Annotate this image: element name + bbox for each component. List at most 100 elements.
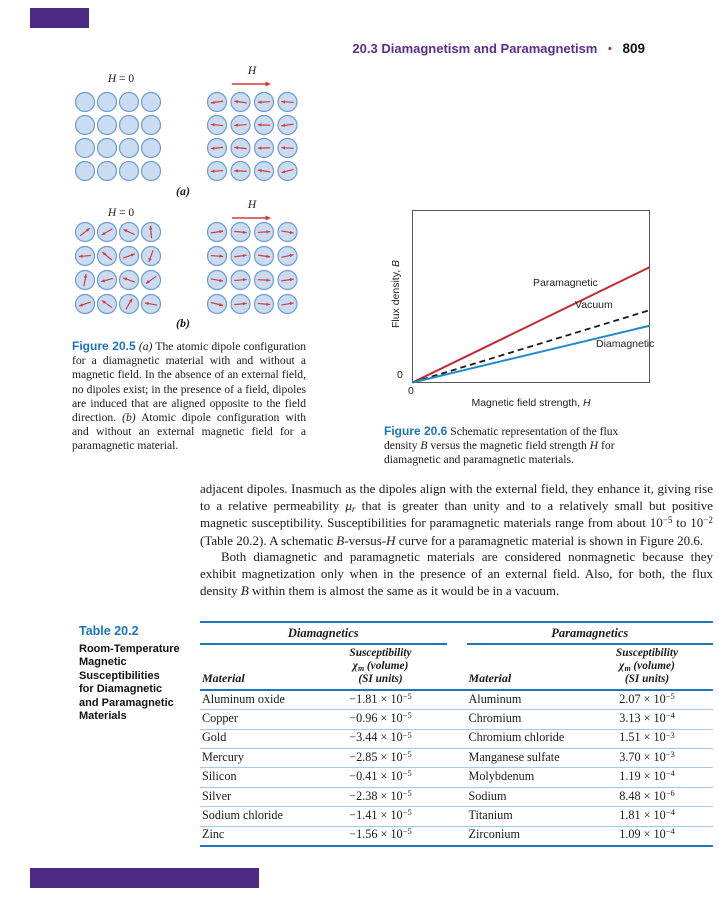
- susceptibility-cell: −3.44 × 10−5: [349, 729, 412, 745]
- figure-20-5: H = 0 H (a) H = 0 H (b): [55, 62, 400, 342]
- susceptibility-cell: 1.51 × 10−3: [619, 729, 675, 745]
- dipole-grid-diamagnetic-no-field: [74, 91, 162, 182]
- b-versus-h-plot: [412, 210, 650, 384]
- table-row: Mercury −2.85 × 10−5 Manganese sulfate 3.70…: [200, 747, 713, 767]
- table-row: Sodium chloride −1.41 × 10−5 Titanium 1.81 …: [200, 806, 713, 825]
- dipole-grid-paramagnetic-field: [206, 221, 298, 315]
- field-direction-arrow-icon: [232, 81, 271, 87]
- material-cell: Molybdenum: [468, 769, 535, 784]
- susceptibility-cell: −2.38 × 10−5: [349, 787, 412, 803]
- dipole-grid-paramagnetic-no-field: [74, 221, 162, 315]
- paragraph: adjacent dipoles. Inasmuch as the dipole…: [200, 481, 713, 548]
- table-body: Aluminum oxide −1.81 × 10−5 Aluminum 2.07 ×…: [200, 691, 713, 845]
- table-sidebar-title: Room-Temperature Magnetic Susceptibilities…: [79, 643, 199, 723]
- material-cell: Manganese sulfate: [468, 749, 560, 764]
- group-header-paramagnetics: Paramagnetics: [466, 623, 713, 645]
- paragraph: Both diamagnetic and paramagnetic materi…: [200, 549, 713, 598]
- table-sidebar-line: for Diamagnetic: [79, 683, 163, 696]
- plot-frame: [412, 210, 650, 383]
- material-cell: Copper: [202, 710, 238, 725]
- susceptibility-cell: 2.07 × 10−5: [619, 690, 675, 706]
- field-label-a: H: [247, 65, 257, 77]
- table-column-header-row: Material Susceptibility χm (volume) (SI un…: [200, 645, 713, 691]
- atom-circle: [118, 91, 140, 113]
- table-row: Gold −3.44 × 10−5 Chromium chloride 1.51 × …: [200, 728, 713, 748]
- series-label-paramagnetic: Paramagnetic: [533, 277, 598, 289]
- field-label-b: H: [247, 199, 257, 211]
- series-line-paramagnetic: [412, 266, 650, 384]
- dipole-grid-diamagnetic-field: [206, 91, 298, 182]
- atom-circle: [74, 91, 96, 113]
- page-number: 809: [622, 41, 645, 56]
- material-cell: Gold: [202, 730, 227, 745]
- table-row: Aluminum oxide −1.81 × 10−5 Aluminum 2.07 ×…: [200, 691, 713, 709]
- material-column-header: Material: [468, 670, 512, 685]
- susceptibility-column-header: Susceptibility χm (volume) (SI units): [615, 647, 679, 686]
- table-sidebar-line: Magnetic: [79, 656, 127, 669]
- table-row: Zinc −1.56 × 10−5 Zirconium 1.09 × 10−4: [200, 825, 713, 845]
- table-sidebar-line: and Paramagnetic: [79, 696, 174, 709]
- susceptibility-cell: 1.81 × 10−4: [619, 807, 675, 822]
- running-head: 20.3 Diamagnetism and Paramagnetism • 80…: [0, 41, 645, 56]
- table-sidebar-line: Materials: [79, 710, 127, 723]
- atom-circle: [140, 137, 162, 159]
- susceptibility-cell: −1.56 × 10−5: [349, 826, 412, 842]
- atom-circle: [140, 91, 162, 113]
- field-direction-arrow-icon: [232, 215, 271, 221]
- material-cell: Silver: [202, 788, 232, 803]
- group-header-diamagnetics: Diamagnetics: [200, 623, 447, 645]
- susceptibility-cell: −0.96 × 10−5: [349, 710, 412, 725]
- series-label-vacuum: Vacuum: [575, 299, 613, 311]
- table-row: Copper −0.96 × 10−5 Chromium 3.13 × 10−4: [200, 709, 713, 728]
- separator-dot-icon: •: [607, 43, 612, 55]
- material-cell: Mercury: [202, 749, 244, 764]
- panel-b-tag: (b): [176, 316, 190, 330]
- atom-circle: [96, 137, 118, 159]
- figure-20-5-caption: Figure 20.5 (a) The atomic dipole config…: [72, 339, 306, 453]
- panel-a-tag: (a): [176, 184, 190, 198]
- atom-circle: [118, 137, 140, 159]
- susceptibility-cell: 3.13 × 10−4: [619, 710, 675, 725]
- material-cell: Sodium chloride: [202, 807, 283, 822]
- series-label-diamagnetic: Diamagnetic: [596, 338, 655, 350]
- field-zero-label-b: H = 0: [107, 207, 135, 219]
- series-line-vacuum: [412, 309, 650, 384]
- atom-circle: [74, 160, 96, 182]
- table-sidebar-line: Susceptibilities: [79, 669, 160, 682]
- susceptibility-cell: −2.85 × 10−5: [349, 748, 412, 764]
- x-axis-label: Magnetic field strength, H: [471, 397, 591, 409]
- material-column-header: Material: [202, 670, 245, 685]
- atom-circle: [118, 160, 140, 182]
- atom-circle: [74, 137, 96, 159]
- atom-circle: [140, 160, 162, 182]
- material-cell: Aluminum: [468, 691, 522, 706]
- susceptibility-cell: −1.81 × 10−5: [349, 690, 412, 706]
- y-axis-label: Flux density, B: [390, 259, 402, 329]
- atom-circle: [74, 114, 96, 136]
- material-cell: Zinc: [202, 827, 225, 842]
- series-line-diamagnetic: [412, 324, 650, 384]
- material-cell: Zirconium: [468, 827, 520, 842]
- field-zero-label-a: H = 0: [107, 73, 135, 85]
- atom-circle: [96, 160, 118, 182]
- figure-20-6-caption: Figure 20.6 Schematic representation of …: [384, 424, 619, 467]
- atom-circle: [96, 114, 118, 136]
- susceptibility-column-header: Susceptibility χm (volume) (SI units): [349, 647, 412, 686]
- atom-circle: [140, 114, 162, 136]
- material-cell: Sodium: [468, 788, 507, 803]
- susceptibility-cell: 8.48 × 10−6: [619, 787, 675, 803]
- susceptibility-cell: −1.41 × 10−5: [349, 807, 412, 822]
- dipole-grids-graphic: [74, 81, 298, 315]
- table-row: Silver −2.38 × 10−5 Sodium 8.48 × 10−6: [200, 786, 713, 806]
- susceptibility-cell: 3.70 × 10−3: [619, 748, 675, 764]
- page-corner-tab-bottom: [30, 868, 259, 888]
- x-origin-tick: 0: [408, 385, 414, 397]
- table-group-header-row: Diamagnetics Paramagnetics: [200, 623, 713, 645]
- figure-20-6-chart: Flux density, B Magnetic field strength,…: [383, 200, 683, 422]
- material-cell: Aluminum oxide: [202, 691, 285, 706]
- table-row: Silicon −0.41 × 10−5 Molybdenum 1.19 × 10−4: [200, 767, 713, 786]
- table-20-2: Diamagnetics Paramagnetics Material Susc…: [200, 621, 713, 847]
- table-20-2-sidebar: Table 20.2 Room-Temperature Magnetic Susce…: [79, 624, 199, 723]
- page-corner-tab-top: [30, 8, 89, 28]
